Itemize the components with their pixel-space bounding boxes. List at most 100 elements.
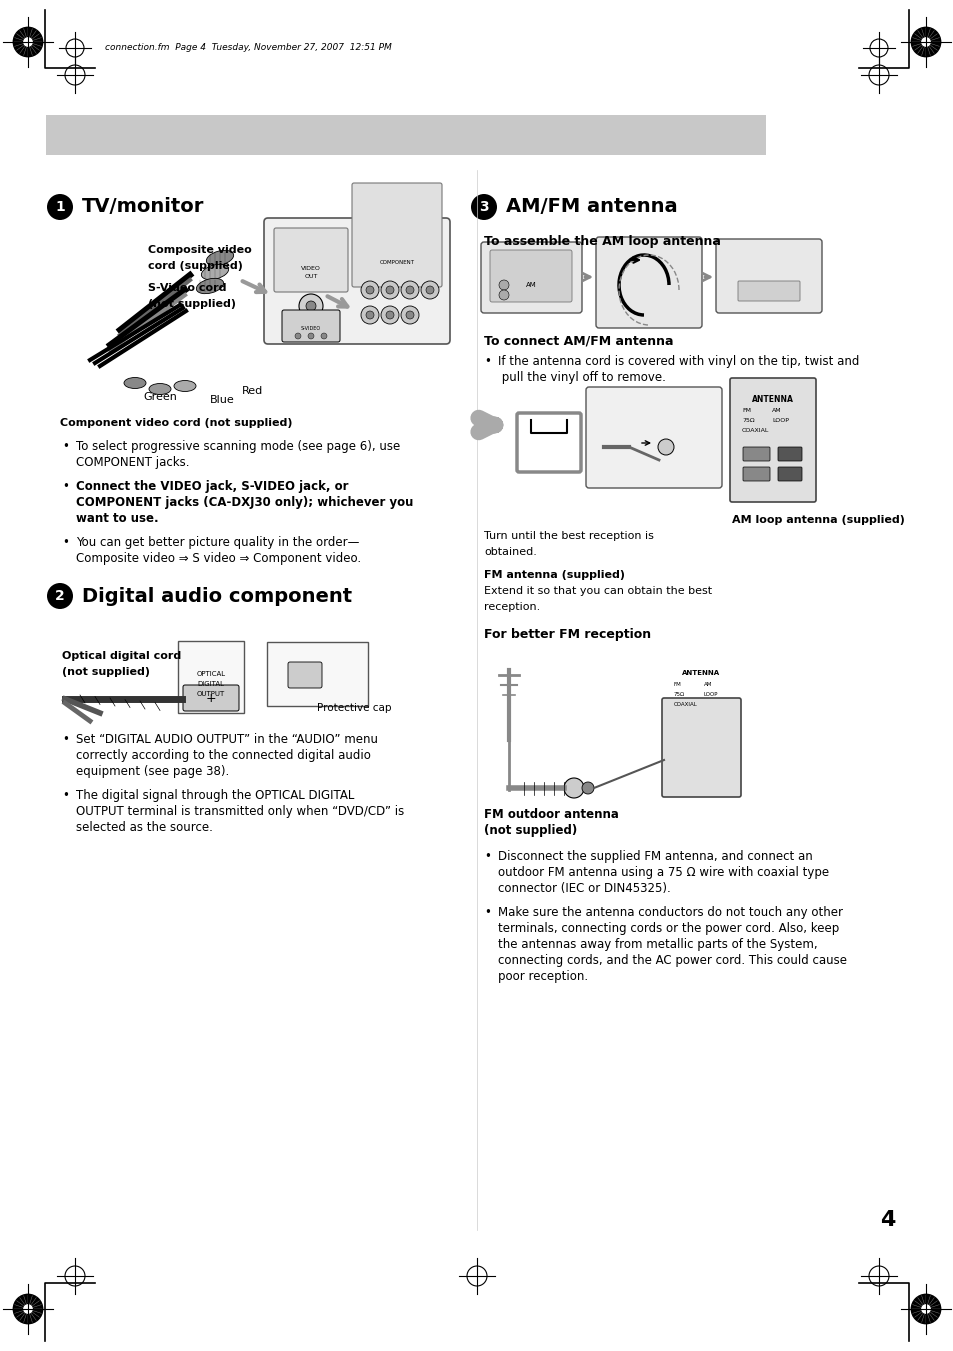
FancyBboxPatch shape [661, 698, 740, 797]
Ellipse shape [206, 250, 233, 266]
Text: COMPONENT jacks.: COMPONENT jacks. [76, 457, 190, 469]
Ellipse shape [173, 381, 195, 392]
Text: AM: AM [771, 408, 781, 413]
Text: COMPONENT jacks (CA-DXJ30 only); whichever you: COMPONENT jacks (CA-DXJ30 only); whichev… [76, 496, 413, 509]
Text: TV/monitor: TV/monitor [82, 197, 204, 216]
FancyBboxPatch shape [267, 642, 368, 707]
Text: AM/FM antenna: AM/FM antenna [505, 197, 677, 216]
Text: Optical digital cord: Optical digital cord [62, 651, 181, 661]
Text: terminals, connecting cords or the power cord. Also, keep: terminals, connecting cords or the power… [497, 921, 839, 935]
Circle shape [294, 332, 301, 339]
Circle shape [406, 286, 414, 295]
FancyBboxPatch shape [352, 182, 441, 286]
Text: 2: 2 [55, 589, 65, 603]
Bar [46, 115, 765, 155]
Text: +: + [206, 693, 216, 705]
Text: FM: FM [673, 682, 681, 688]
Text: want to use.: want to use. [76, 512, 158, 526]
Text: LOOP: LOOP [703, 692, 718, 697]
Circle shape [498, 280, 509, 290]
Text: Turn until the best reception is: Turn until the best reception is [483, 531, 653, 540]
Text: poor reception.: poor reception. [497, 970, 587, 984]
Text: AM loop antenna (supplied): AM loop antenna (supplied) [731, 515, 904, 526]
Circle shape [47, 195, 73, 220]
Text: •: • [62, 480, 69, 493]
FancyBboxPatch shape [729, 378, 815, 503]
Text: selected as the source.: selected as the source. [76, 821, 213, 834]
Circle shape [320, 332, 327, 339]
FancyBboxPatch shape [738, 281, 800, 301]
Circle shape [386, 311, 394, 319]
FancyBboxPatch shape [264, 218, 450, 345]
Circle shape [47, 584, 73, 609]
Circle shape [400, 305, 418, 324]
Ellipse shape [201, 265, 229, 280]
Text: •: • [483, 850, 491, 863]
Text: FM: FM [741, 408, 750, 413]
Text: •: • [62, 734, 69, 746]
Circle shape [921, 1304, 930, 1315]
Text: •: • [62, 536, 69, 549]
FancyBboxPatch shape [183, 685, 239, 711]
Text: 75Ω: 75Ω [673, 692, 684, 697]
Circle shape [471, 195, 497, 220]
Text: DIGITAL: DIGITAL [197, 681, 224, 688]
Circle shape [23, 36, 32, 47]
Text: cord (supplied): cord (supplied) [148, 261, 243, 272]
Text: (not supplied): (not supplied) [62, 667, 150, 677]
Text: connecting cords, and the AC power cord. This could cause: connecting cords, and the AC power cord.… [497, 954, 846, 967]
Text: Connect the VIDEO jack, S-VIDEO jack, or: Connect the VIDEO jack, S-VIDEO jack, or [76, 480, 348, 493]
Text: OPTICAL: OPTICAL [196, 671, 225, 677]
Text: To select progressive scanning mode (see page 6), use: To select progressive scanning mode (see… [76, 440, 400, 453]
Circle shape [360, 281, 378, 299]
FancyBboxPatch shape [742, 447, 769, 461]
FancyBboxPatch shape [742, 467, 769, 481]
FancyBboxPatch shape [778, 447, 801, 461]
Circle shape [921, 36, 930, 47]
Circle shape [12, 1294, 43, 1324]
Text: FM outdoor antenna: FM outdoor antenna [483, 808, 618, 821]
Text: obtained.: obtained. [483, 547, 537, 557]
Text: COMPONENT: COMPONENT [379, 259, 414, 265]
Text: correctly according to the connected digital audio: correctly according to the connected dig… [76, 748, 371, 762]
Circle shape [426, 286, 434, 295]
Text: The digital signal through the OPTICAL DIGITAL: The digital signal through the OPTICAL D… [76, 789, 354, 802]
Text: connector (IEC or DIN45325).: connector (IEC or DIN45325). [497, 882, 670, 894]
Text: 3: 3 [478, 200, 488, 213]
Circle shape [306, 301, 315, 311]
Circle shape [910, 1294, 941, 1324]
Text: Red: Red [242, 386, 263, 396]
Text: FM antenna (supplied): FM antenna (supplied) [483, 570, 624, 580]
Circle shape [400, 281, 418, 299]
Text: LOOP: LOOP [771, 417, 788, 423]
Text: Make sure the antenna conductors do not touch any other: Make sure the antenna conductors do not … [497, 907, 842, 919]
Ellipse shape [196, 278, 223, 293]
Text: S-VIDEO: S-VIDEO [300, 326, 321, 331]
Circle shape [23, 1304, 32, 1315]
Circle shape [386, 286, 394, 295]
FancyBboxPatch shape [778, 467, 801, 481]
Text: S-Video cord: S-Video cord [148, 282, 226, 293]
Text: Disconnect the supplied FM antenna, and connect an: Disconnect the supplied FM antenna, and … [497, 850, 812, 863]
Text: 75Ω: 75Ω [741, 417, 754, 423]
FancyBboxPatch shape [480, 242, 581, 313]
Text: Green: Green [143, 392, 176, 403]
Text: (not supplied): (not supplied) [148, 299, 235, 309]
Text: You can get better picture quality in the order—: You can get better picture quality in th… [76, 536, 359, 549]
Text: Composite video ⇒ S video ⇒ Component video.: Composite video ⇒ S video ⇒ Component vi… [76, 553, 361, 565]
Text: •: • [62, 440, 69, 453]
Text: Extend it so that you can obtain the best: Extend it so that you can obtain the bes… [483, 586, 711, 596]
Circle shape [910, 27, 941, 57]
Text: Blue: Blue [210, 394, 234, 405]
Circle shape [581, 782, 594, 794]
Text: VIDEO: VIDEO [301, 266, 320, 270]
Circle shape [380, 281, 398, 299]
Text: OUTPUT: OUTPUT [196, 690, 225, 697]
Circle shape [380, 305, 398, 324]
Text: 4: 4 [880, 1210, 895, 1229]
FancyBboxPatch shape [274, 228, 348, 292]
Text: AM: AM [703, 682, 712, 688]
Text: pull the vinyl off to remove.: pull the vinyl off to remove. [497, 372, 665, 384]
Text: •: • [483, 907, 491, 919]
FancyBboxPatch shape [490, 250, 572, 303]
